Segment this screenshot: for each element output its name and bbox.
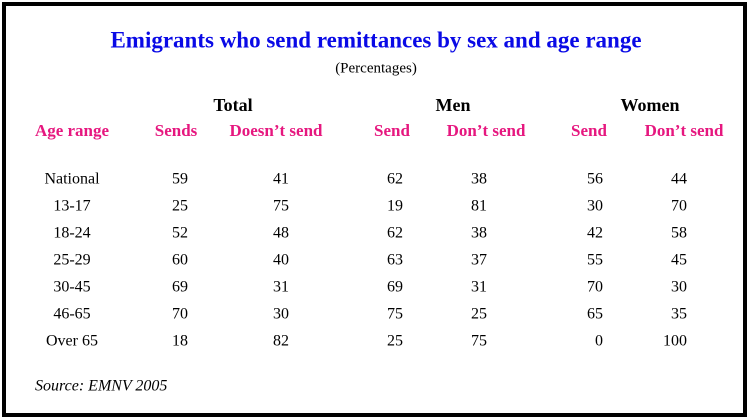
cell: 25 — [172, 198, 188, 215]
cell: 48 — [273, 225, 289, 242]
group-header: Total — [213, 95, 252, 115]
cell: 18 — [172, 333, 188, 350]
row-label: 25-29 — [53, 252, 90, 269]
cell: 70 — [587, 279, 603, 296]
cell: 69 — [387, 279, 403, 296]
cell: 55 — [587, 252, 603, 269]
cell: 41 — [273, 171, 289, 188]
cell: 75 — [387, 306, 403, 323]
cell: 70 — [172, 306, 188, 323]
row-label: 46-65 — [53, 306, 90, 323]
title: Emigrants who send remittances by sex an… — [110, 27, 641, 52]
column-header: Don’t send — [645, 121, 724, 140]
column-header: Doesn’t send — [229, 121, 323, 140]
column-header: Don’t send — [447, 121, 526, 140]
row-label: 18-24 — [53, 225, 90, 242]
cell: 63 — [387, 252, 403, 269]
source: Source: EMNV 2005 — [35, 378, 167, 395]
cell: 19 — [387, 198, 403, 215]
cell: 40 — [273, 252, 289, 269]
cell: 44 — [671, 171, 687, 188]
row-label: 13-17 — [53, 198, 90, 215]
cell: 31 — [273, 279, 289, 296]
cell: 30 — [587, 198, 603, 215]
cell: 62 — [387, 225, 403, 242]
cell: 25 — [471, 306, 487, 323]
cell: 35 — [671, 306, 687, 323]
column-header: Sends — [155, 121, 198, 140]
group-header: Men — [436, 95, 471, 115]
cell: 37 — [471, 252, 487, 269]
cell: 38 — [471, 225, 487, 242]
cell: 45 — [671, 252, 687, 269]
row-label: National — [44, 171, 100, 188]
cell: 75 — [273, 198, 289, 215]
cell: 56 — [587, 171, 603, 188]
cell: 25 — [387, 333, 403, 350]
cell: 30 — [671, 279, 687, 296]
cell: 42 — [587, 225, 603, 242]
row-label: Over 65 — [46, 333, 98, 350]
cell: 58 — [671, 225, 687, 242]
column-header: Send — [571, 121, 607, 140]
cell: 30 — [273, 306, 289, 323]
cell: 0 — [595, 333, 603, 350]
cell: 75 — [471, 333, 487, 350]
column-header: Age range — [35, 121, 110, 140]
cell: 62 — [387, 171, 403, 188]
cell: 65 — [587, 306, 603, 323]
cell: 81 — [471, 198, 487, 215]
column-header: Send — [374, 121, 410, 140]
cell: 100 — [663, 333, 687, 350]
cell: 60 — [172, 252, 188, 269]
row-label: 30-45 — [53, 279, 90, 296]
cell: 52 — [172, 225, 188, 242]
cell: 82 — [273, 333, 289, 350]
cell: 69 — [172, 279, 188, 296]
subtitle: (Percentages) — [335, 60, 417, 76]
cell: 59 — [172, 171, 188, 188]
cell: 31 — [471, 279, 487, 296]
group-header: Women — [620, 95, 679, 115]
cell: 38 — [471, 171, 487, 188]
cell: 70 — [671, 198, 687, 215]
